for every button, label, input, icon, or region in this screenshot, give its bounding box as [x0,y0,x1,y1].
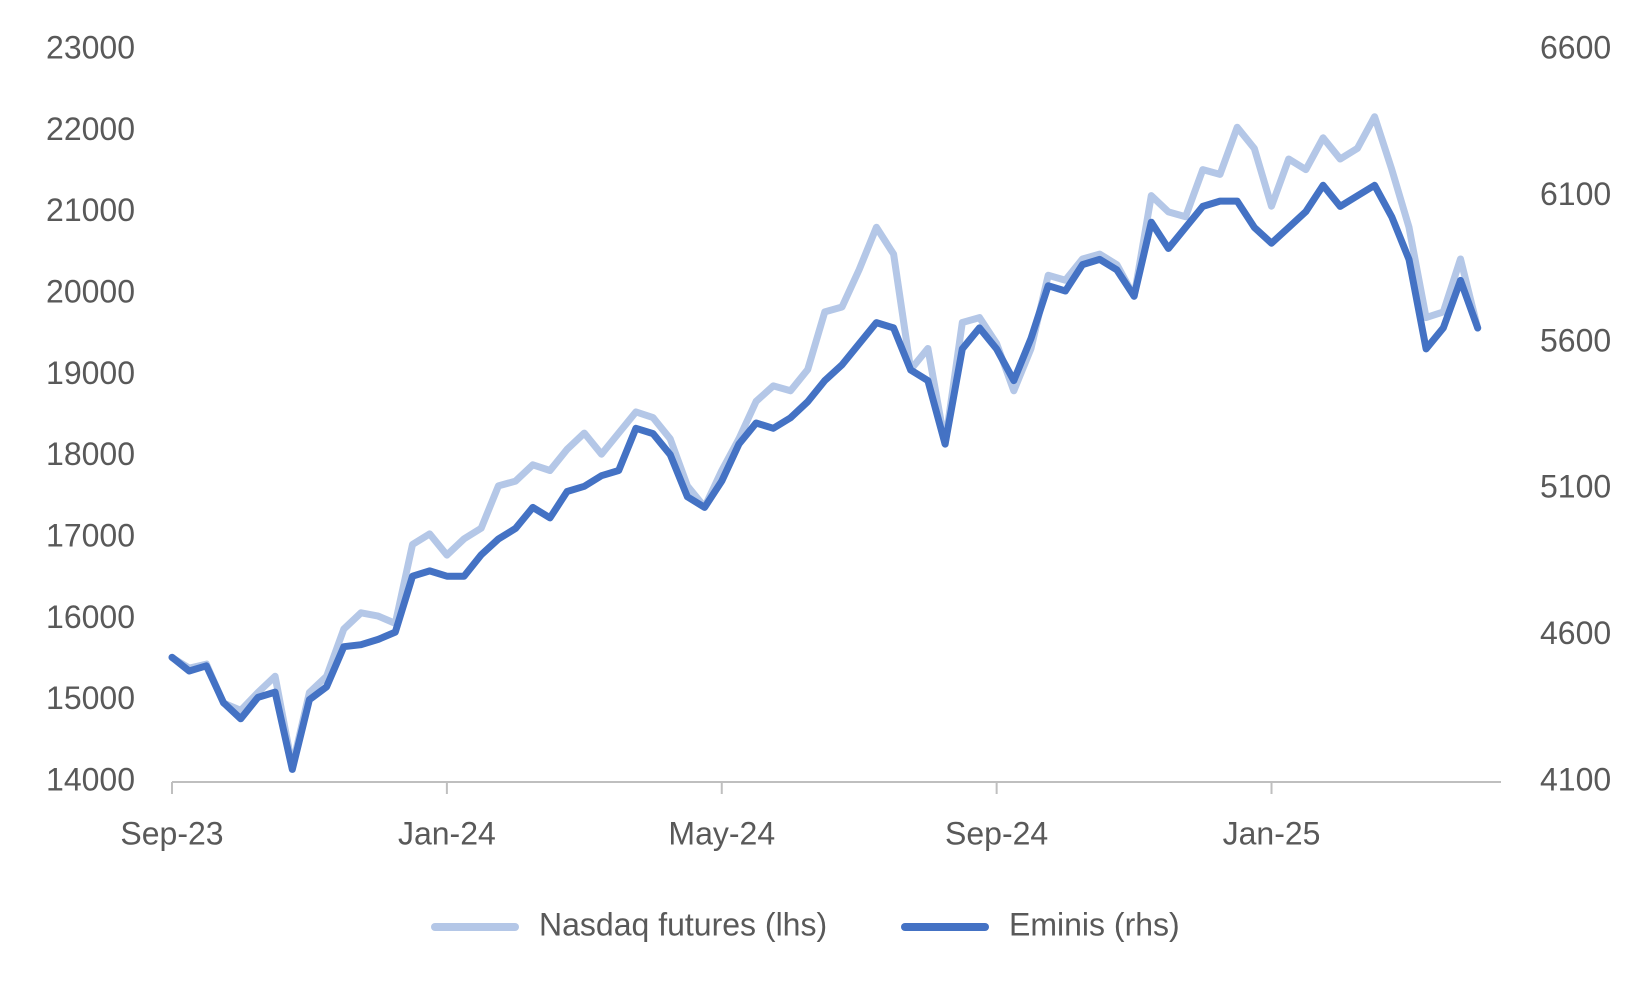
x-tick-label: Sep-23 [120,815,223,851]
y-tick-label: 21000 [46,192,135,228]
y-tick-label: 14000 [46,761,135,797]
y2-tick-label: 6100 [1540,176,1611,212]
y-tick-label: 22000 [46,111,135,147]
series-line [168,113,1482,770]
y-tick-label: 20000 [46,273,135,309]
legend-label: Eminis (rhs) [1009,906,1180,942]
x-tick-label: May-24 [668,815,775,851]
x-tick-label: Jan-24 [398,815,496,851]
legend-label: Nasdaq futures (lhs) [539,906,827,942]
y-tick-label: 16000 [46,599,135,635]
y-tick-label: 18000 [46,436,135,472]
y2-tick-label: 4100 [1540,761,1611,797]
y2-tick-label: 4600 [1540,615,1611,651]
y2-tick-label: 5100 [1540,469,1611,505]
y-tick-label: 19000 [46,355,135,391]
y-tick-label: 15000 [46,680,135,716]
y-tick-label: 23000 [46,29,135,65]
y2-tick-label: 5600 [1540,322,1611,358]
x-tick-label: Sep-24 [945,815,1048,851]
x-tick-label: Jan-25 [1223,815,1321,851]
y-tick-label: 17000 [46,517,135,553]
y2-tick-label: 6600 [1540,29,1611,65]
series-line [168,181,1482,773]
